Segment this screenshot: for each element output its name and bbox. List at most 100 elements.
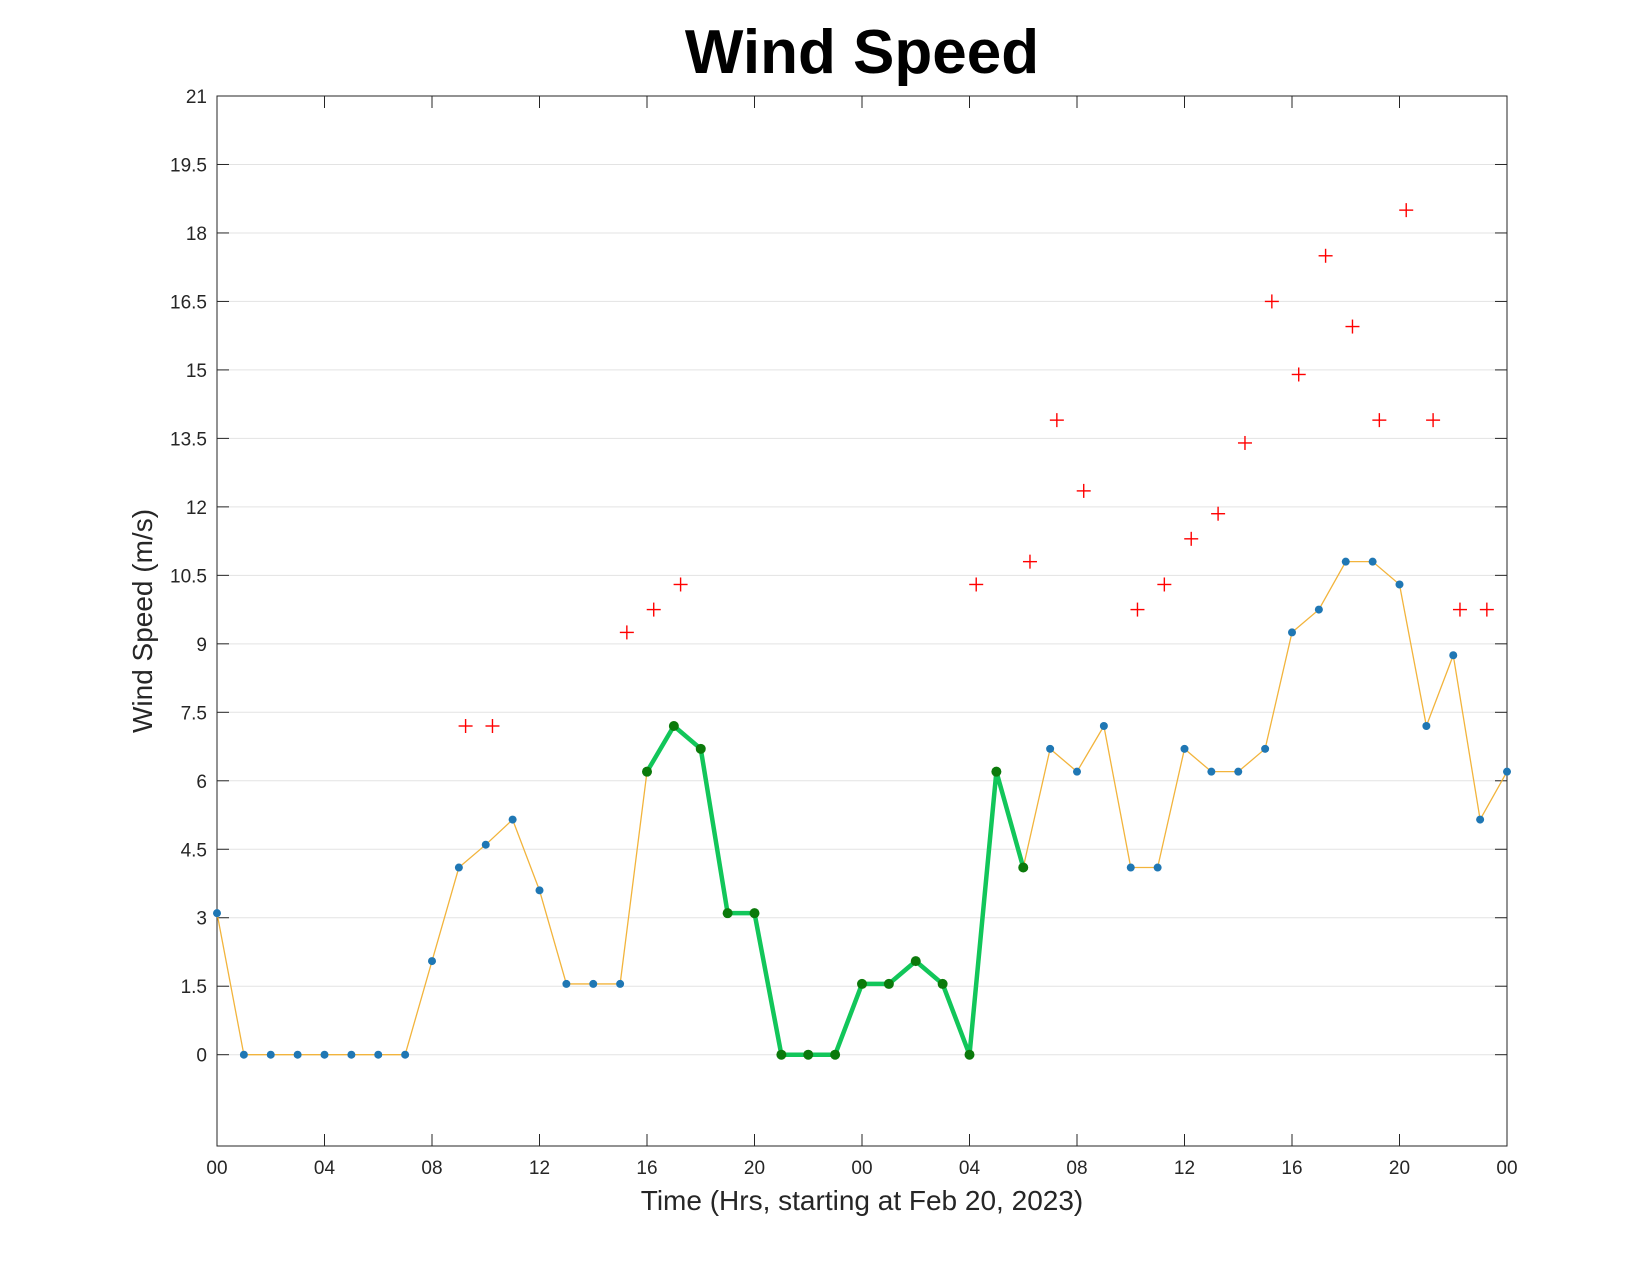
gust-plus-marker <box>1130 602 1145 617</box>
wind-speed-point <box>401 1050 410 1059</box>
wind-speed-point <box>1341 557 1350 566</box>
grid-lines <box>217 95 1507 1056</box>
wind-speed-point <box>1073 767 1081 776</box>
gust-plus-marker <box>1345 319 1360 334</box>
y-tick-label: 1.5 <box>181 977 207 998</box>
wind-speed-point <box>1261 744 1270 753</box>
x-tick-label: 16 <box>1281 1158 1302 1179</box>
y-tick-label: 4.5 <box>181 840 207 861</box>
y-tick-label: 3 <box>196 909 207 930</box>
y-tick-label: 15 <box>186 361 207 382</box>
highlight-point <box>776 1049 787 1060</box>
highlight-point <box>695 743 706 754</box>
gust-plus-marker <box>1184 531 1199 546</box>
highlight-point <box>883 978 894 989</box>
wind-speed-point <box>1046 744 1055 753</box>
wind-speed-point <box>1153 863 1162 872</box>
wind-speed-point <box>616 979 625 988</box>
gust-plus-marker <box>673 577 688 592</box>
gust-plus-marker <box>1076 483 1091 498</box>
y-tick-label: 16.5 <box>170 292 207 313</box>
x-tick-label: 12 <box>1174 1158 1195 1179</box>
highlight-point <box>749 908 760 919</box>
wind-speed-point <box>1126 863 1135 872</box>
x-tick-label: 20 <box>744 1158 765 1179</box>
gust-plus-marker <box>1264 294 1279 309</box>
wind-speed-point <box>1288 628 1296 637</box>
axis-ticks <box>216 95 1508 1146</box>
y-tick-label: 18 <box>186 224 207 245</box>
gust-plus-marker <box>1426 413 1441 428</box>
y-tick-label: 13.5 <box>170 429 207 450</box>
y-tick-label: 7.5 <box>181 703 207 724</box>
chart-title: Wind Speed <box>685 18 1039 87</box>
gust-plus-marker <box>1372 413 1387 428</box>
wind-speed-point <box>1449 651 1458 660</box>
wind-speed-point <box>535 886 544 895</box>
wind-speed-point <box>1314 605 1323 614</box>
x-tick-label: 04 <box>959 1158 981 1179</box>
highlight-point <box>642 766 652 777</box>
wind-speed-point <box>320 1050 329 1059</box>
wind-speed-point <box>1207 767 1216 776</box>
wind-speed-point <box>1099 722 1108 730</box>
y-tick-label: 9 <box>196 635 207 656</box>
gust-plus-marker <box>1479 602 1494 617</box>
gust-plus-marker <box>1211 506 1226 521</box>
x-axis-label: Time (Hrs, starting at Feb 20, 2023) <box>641 1185 1083 1216</box>
gust-plus-marker <box>969 577 984 592</box>
y-tick-labels: 0 1.5 3 4.5 6 7.5 9 10.5 12 13.5 15 16.5 18 19.5 21 <box>170 87 207 1067</box>
gust-plus-marker <box>1452 602 1467 617</box>
wind-speed-point <box>1368 557 1377 566</box>
wind-speed-point <box>293 1050 302 1059</box>
highlight-point <box>991 766 1002 777</box>
x-tick-label: 12 <box>529 1158 550 1179</box>
x-tick-label: 08 <box>1066 1158 1087 1179</box>
y-tick-label: 19.5 <box>170 155 207 176</box>
x-tick-label: 00 <box>851 1158 872 1179</box>
wind-speed-point <box>213 909 221 918</box>
wind-speed-point <box>1422 722 1431 730</box>
wind-speed-point <box>1476 815 1485 824</box>
y-tick-label: 12 <box>186 498 207 519</box>
gust-plus-marker <box>1157 577 1172 592</box>
wind-speed-point <box>508 815 517 824</box>
y-tick-label: 6 <box>196 772 207 793</box>
highlight-point <box>964 1049 975 1060</box>
wind-speed-point <box>266 1050 275 1059</box>
highlight-point <box>937 978 948 989</box>
x-tick-labels: 00 04 08 12 16 20 00 04 08 12 16 20 00 <box>206 1158 1517 1179</box>
data-series <box>213 203 1511 1060</box>
highlight-point <box>722 908 733 919</box>
wind-speed-point <box>454 863 463 872</box>
gust-plus-marker <box>1291 367 1306 382</box>
wind-speed-point <box>481 840 490 849</box>
wind-speed-point <box>1180 744 1189 753</box>
wind-speed-point <box>239 1050 248 1059</box>
highlight-point <box>803 1049 814 1060</box>
highlight-segment <box>645 723 1026 1057</box>
gust-plus-marker <box>485 719 500 733</box>
wind-speed-point <box>347 1050 356 1059</box>
wind-speed-point <box>428 957 436 966</box>
highlight-point <box>830 1049 841 1060</box>
gust-plus-marker <box>646 602 661 617</box>
wind-speed-point <box>562 979 571 988</box>
x-tick-label: 08 <box>421 1158 442 1179</box>
gust-plus-marker <box>1049 413 1064 428</box>
y-tick-label: 0 <box>196 1046 207 1067</box>
y-tick-label: 10.5 <box>170 566 207 587</box>
wind-speed-point <box>1395 580 1404 589</box>
x-tick-label: 20 <box>1389 1158 1410 1179</box>
gust-plus-marker <box>1237 435 1252 450</box>
highlight-point <box>1018 862 1029 873</box>
gust-plus-marker <box>1318 248 1333 263</box>
gust-plus-marker <box>1022 554 1037 569</box>
gust-plus-marker <box>619 625 634 640</box>
highlight-point <box>857 978 867 989</box>
y-tick-label: 21 <box>186 87 207 108</box>
x-tick-label: 00 <box>1496 1158 1517 1179</box>
x-tick-label: 04 <box>314 1158 336 1179</box>
wind-speed-point <box>1234 767 1243 776</box>
